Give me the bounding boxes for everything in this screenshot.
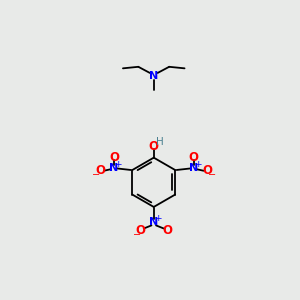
- Text: −: −: [92, 169, 100, 180]
- Text: O: O: [109, 151, 119, 164]
- Text: N: N: [149, 217, 158, 227]
- Text: O: O: [189, 151, 199, 164]
- Text: −: −: [208, 169, 216, 180]
- Text: O: O: [149, 140, 159, 153]
- Text: O: O: [135, 224, 145, 236]
- Text: O: O: [202, 164, 212, 177]
- Text: O: O: [163, 224, 172, 236]
- Text: H: H: [156, 137, 164, 147]
- Text: N: N: [189, 164, 198, 173]
- Text: O: O: [95, 164, 105, 177]
- Text: +: +: [154, 214, 161, 223]
- Text: −: −: [133, 230, 141, 240]
- Text: +: +: [114, 160, 122, 169]
- Text: +: +: [194, 160, 201, 169]
- Text: N: N: [109, 164, 119, 173]
- Text: N: N: [149, 71, 158, 81]
